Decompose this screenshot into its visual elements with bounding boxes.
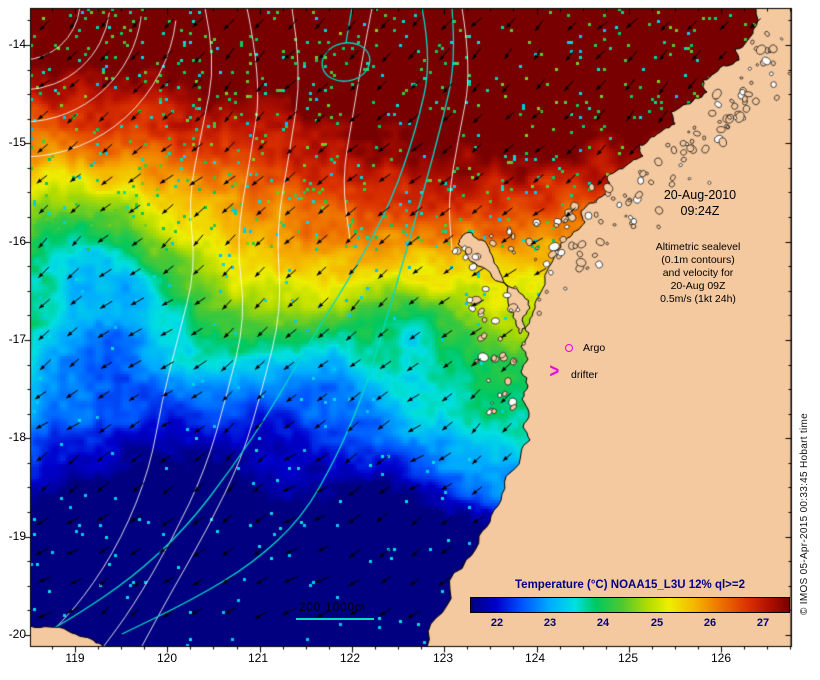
colorbar-tick: 24 bbox=[596, 617, 610, 629]
lat-tick-label: -16 bbox=[8, 234, 26, 248]
colorbar-title: Temperature (°C) NOAA15_L3U 12% ql>=2 bbox=[515, 579, 745, 591]
lat-tick-label: -19 bbox=[8, 529, 26, 543]
depth-scale-label: 200 1000m bbox=[299, 602, 366, 614]
lon-tick-label: 126 bbox=[710, 651, 732, 665]
lat-tick-label: -14 bbox=[8, 37, 26, 51]
argo-marker-icon bbox=[565, 344, 573, 352]
lat-tick-label: -20 bbox=[8, 627, 26, 641]
altimetry-line: 20-Aug 09Z bbox=[670, 280, 726, 292]
altimetry-annotation: Altimetric sealevel (0.1m contours) and … bbox=[642, 241, 754, 306]
lon-tick-label: 125 bbox=[617, 651, 639, 665]
colorbar-tick: 22 bbox=[490, 617, 504, 629]
altimetry-line: 0.5m/s (1kt 24h) bbox=[660, 293, 736, 305]
drifter-label: drifter bbox=[571, 369, 598, 381]
colorbar-tick: 27 bbox=[756, 617, 770, 629]
lon-tick-label: 124 bbox=[524, 651, 546, 665]
lon-tick-label: 119 bbox=[65, 651, 85, 665]
colorbar-tick: 25 bbox=[650, 617, 664, 629]
lon-tick-label: 123 bbox=[432, 651, 454, 665]
altimetry-line: Altimetric sealevel bbox=[655, 241, 741, 253]
lon-tick-label: 121 bbox=[247, 651, 269, 665]
lon-tick-label: 122 bbox=[339, 651, 361, 665]
lat-tick-label: -15 bbox=[8, 135, 26, 149]
colorbar-gradient bbox=[470, 597, 790, 613]
time-text: 09:24Z bbox=[680, 204, 720, 218]
altimetry-line: and velocity for bbox=[662, 267, 734, 279]
depth-scale-line bbox=[296, 618, 374, 620]
altimetry-line: (0.1m contours) bbox=[661, 254, 735, 266]
colorbar-tick: 23 bbox=[543, 617, 557, 629]
drifter-marker-icon: > bbox=[549, 360, 560, 383]
colorbar-tick: 26 bbox=[703, 617, 717, 629]
lat-tick-label: -18 bbox=[8, 430, 26, 444]
datetime-annotation: 20-Aug-2010 09:24Z bbox=[652, 187, 748, 219]
date-text: 20-Aug-2010 bbox=[663, 188, 737, 202]
lon-tick-label: 120 bbox=[156, 651, 178, 665]
argo-label: Argo bbox=[583, 342, 606, 354]
copyright-text: © IMOS 05-Apr-2015 00:33:45 Hobart time bbox=[799, 413, 810, 615]
lat-tick-label: -17 bbox=[8, 332, 26, 346]
